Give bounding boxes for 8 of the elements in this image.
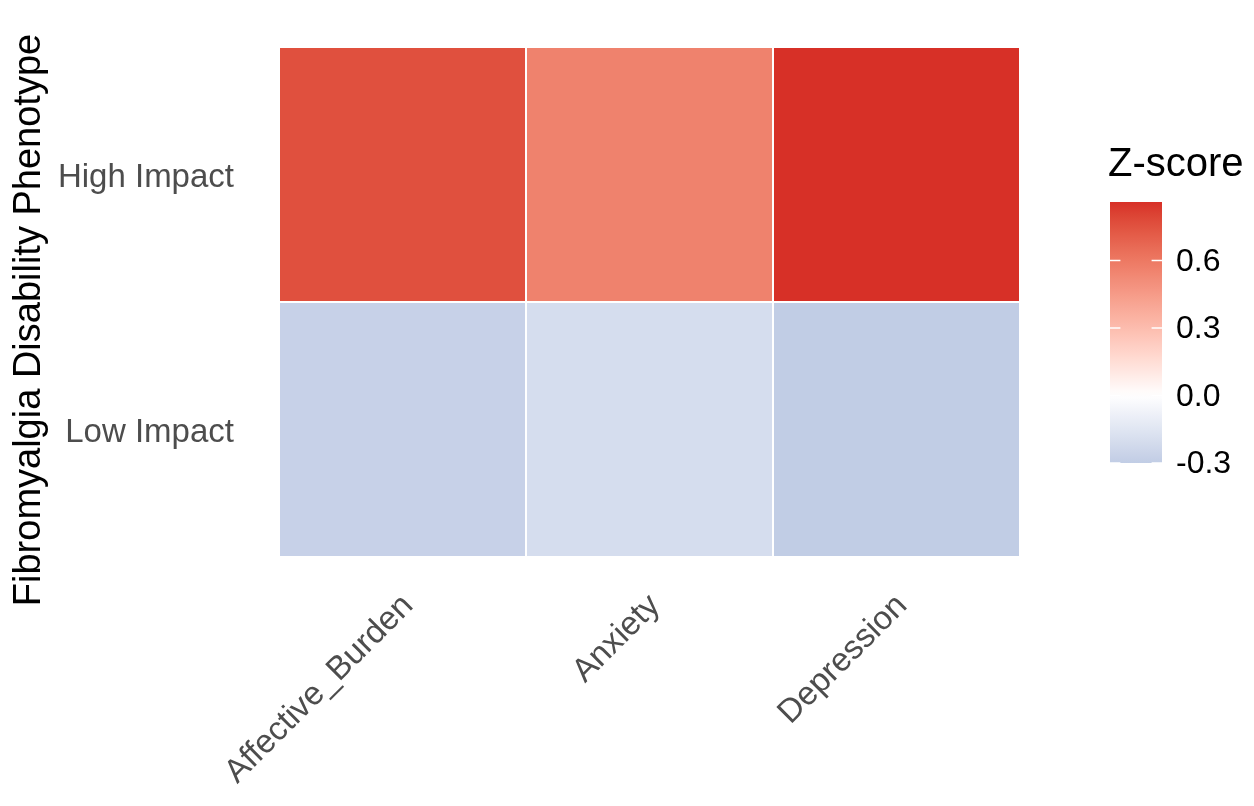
color-bar-label: -0.3 — [1176, 444, 1232, 481]
color-bar-label: 0.6 — [1176, 241, 1221, 278]
color-bar-title: Z-score — [1108, 140, 1244, 184]
color-bar-label: 0.3 — [1176, 309, 1221, 346]
y-tick-label: Low Impact — [65, 412, 234, 450]
y-axis-title: Fibromyalgia Disability Phenotype — [6, 33, 48, 607]
y-tick-label: High Impact — [57, 157, 234, 195]
color-bar-label: 0.0 — [1176, 376, 1221, 413]
